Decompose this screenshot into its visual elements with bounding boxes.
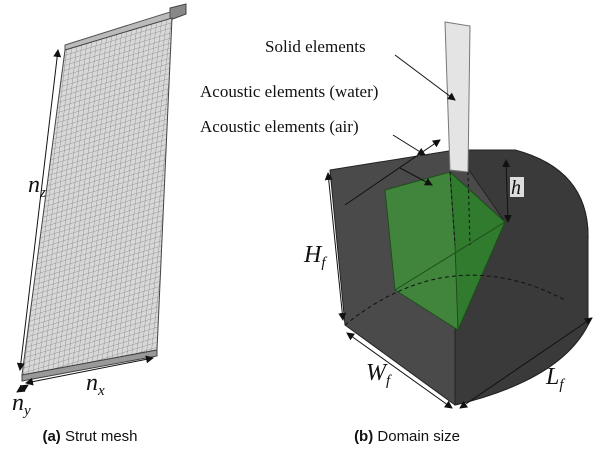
text-part: f: [321, 255, 327, 271]
lf-label: Lf: [545, 364, 565, 393]
text-part: W: [366, 360, 388, 386]
text-part: f: [559, 377, 565, 393]
wf-label: Wf: [366, 360, 392, 389]
caption-a: (a) Strut mesh: [42, 428, 137, 445]
callout-air: Acoustic elements (air): [200, 117, 359, 136]
text-part: Domain size: [377, 428, 460, 445]
text-part: n: [86, 370, 98, 396]
caption-b: (b) Domain size: [354, 428, 460, 445]
ny-label: ny: [12, 390, 31, 419]
domain: [328, 22, 592, 408]
text-part: f: [386, 373, 392, 389]
text-part: H: [303, 242, 323, 268]
text-part: z: [39, 185, 46, 201]
text-part: n: [28, 172, 40, 198]
nx-label: nx: [86, 370, 105, 399]
text-part: y: [22, 403, 31, 419]
hf-label: Hf: [303, 242, 327, 271]
text-part: n: [12, 390, 24, 416]
text-part: (b): [354, 428, 373, 445]
callout-solid: Solid elements: [265, 37, 366, 56]
callout-water: Acoustic elements (water): [200, 82, 378, 101]
text-part: L: [545, 364, 559, 390]
figure: nz nx ny Solid elements Acoustic element…: [0, 0, 603, 449]
text-part: h: [511, 177, 521, 199]
h-label: h: [511, 177, 521, 199]
text-part: (a): [42, 428, 60, 445]
text-part: Strut mesh: [65, 428, 138, 445]
text-part: x: [97, 383, 105, 399]
